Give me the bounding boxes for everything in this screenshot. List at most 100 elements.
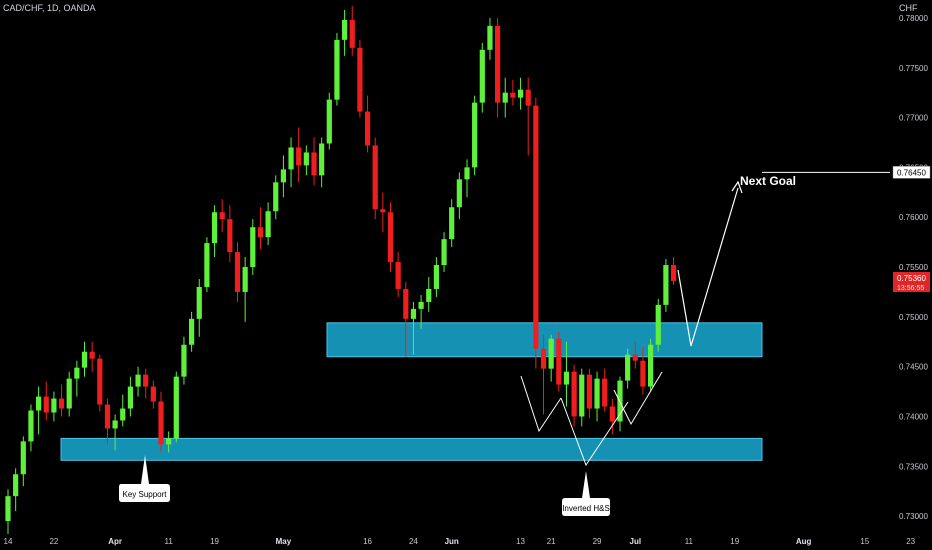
candle-body — [418, 301, 424, 309]
candle-26 — [204, 237, 210, 292]
candle-69 — [533, 97, 539, 369]
candle-body — [273, 182, 279, 212]
candle-6 — [51, 391, 57, 422]
candle-body — [104, 404, 111, 429]
candle-35 — [273, 175, 279, 220]
price-tick-label: 0.75000 — [899, 313, 928, 322]
candle-86 — [663, 259, 669, 312]
candle-body — [472, 102, 478, 168]
candle-32 — [250, 219, 256, 275]
candle-body — [334, 39, 340, 100]
candle-body — [670, 265, 677, 281]
candle-60 — [464, 159, 470, 198]
candle-body — [257, 227, 264, 238]
candle-body — [303, 152, 309, 166]
candle-body — [449, 207, 455, 240]
price-tick-label: 0.76000 — [899, 213, 928, 222]
candle-body — [349, 19, 355, 48]
candle-72 — [556, 331, 562, 392]
current-price-marker[interactable]: 0.75360 13:56:55 — [893, 271, 930, 292]
candle-body — [495, 25, 501, 103]
candle-63 — [487, 17, 493, 60]
key-support-text: Key Support — [122, 490, 167, 499]
time-tick-label: 22 — [49, 537, 58, 546]
projection-path — [677, 187, 739, 347]
candle-body — [189, 318, 195, 345]
candle-body — [89, 351, 95, 359]
price-tick-label: 0.74000 — [899, 412, 928, 421]
key-support-callout: Key Support — [119, 455, 170, 502]
key-support-zone-lower[interactable] — [60, 437, 763, 461]
next-goal-label: Next Goal — [740, 174, 796, 188]
current-price-text: 0.75360 — [897, 274, 926, 283]
candle-54 — [418, 294, 424, 329]
candle-body — [311, 152, 317, 176]
price-tick-label: 0.77000 — [899, 114, 928, 123]
candle-30 — [234, 242, 241, 302]
candle-15 — [120, 394, 126, 427]
target-price-text: 0.76450 — [897, 168, 926, 177]
candle-body — [433, 265, 439, 289]
time-tick-label: 13 — [516, 537, 525, 546]
candle-body — [120, 408, 126, 421]
candle-48 — [372, 137, 378, 220]
candle-body — [66, 378, 72, 409]
candle-body — [326, 99, 332, 144]
price-tick-label: 0.75500 — [899, 263, 928, 272]
time-tick-label: Apr — [108, 537, 122, 546]
candle-56 — [433, 257, 439, 297]
inverted-hs-callout: Inverted H&S — [562, 471, 610, 516]
candle-body — [410, 308, 417, 319]
price-tick-label: 0.73000 — [899, 512, 928, 521]
candle-40 — [311, 137, 317, 186]
target-price-marker[interactable]: 0.76450 — [892, 166, 931, 179]
current-price-bg — [893, 271, 930, 292]
candle-body — [648, 344, 654, 387]
candle-51 — [395, 252, 401, 297]
candle-body — [663, 265, 669, 305]
candle-body — [250, 227, 256, 268]
time-tick-label: 15 — [860, 537, 869, 546]
time-axis[interactable]: 14 22 Apr 11 19 May 16 24 Jun 13 21 29 Jul 11 19 Aug 15 2… — [4, 537, 916, 546]
candle-body — [127, 386, 133, 409]
candle-body — [51, 398, 57, 413]
candle-31 — [242, 257, 248, 322]
candle-10 — [81, 341, 88, 377]
candle-body — [395, 262, 401, 289]
candle-66 — [510, 79, 516, 106]
candle-body — [510, 92, 516, 98]
candle-70 — [540, 334, 547, 415]
candle-68 — [525, 77, 531, 156]
candle-body — [143, 374, 149, 387]
candle-25 — [196, 278, 202, 337]
candle-body — [586, 374, 592, 409]
candle-body — [166, 438, 172, 445]
candle-3 — [28, 404, 34, 452]
candle-50 — [387, 202, 394, 273]
candle-body — [525, 89, 531, 106]
candle-body — [5, 496, 11, 522]
candle-body — [196, 286, 202, 319]
price-axis[interactable]: 0.780000.775000.770000.765000.760000.755… — [892, 14, 931, 521]
time-tick-label: 23 — [906, 537, 915, 546]
candle-20 — [158, 391, 164, 452]
candle-45 — [349, 5, 355, 56]
candle-5 — [43, 381, 49, 421]
candle-body — [158, 401, 164, 445]
candle-16 — [127, 376, 133, 417]
time-tick-label: 11 — [685, 537, 694, 546]
inverted-hs-text: Inverted H&S — [562, 504, 610, 513]
candle-body — [548, 338, 554, 369]
price-tick-label: 0.78000 — [899, 14, 928, 23]
symbol-title[interactable]: CAD/CHF, 1D, OANDA — [3, 3, 96, 13]
candle-body — [456, 179, 462, 208]
time-tick-label: 11 — [164, 537, 173, 546]
annotation-layer: Next Goal Key Support Inverted H&S — [119, 174, 796, 516]
candle-11 — [89, 341, 95, 372]
left-shoulder-line — [520, 375, 562, 433]
candle-67 — [517, 77, 524, 110]
candle-58 — [449, 199, 455, 248]
candles-layer — [5, 5, 677, 535]
